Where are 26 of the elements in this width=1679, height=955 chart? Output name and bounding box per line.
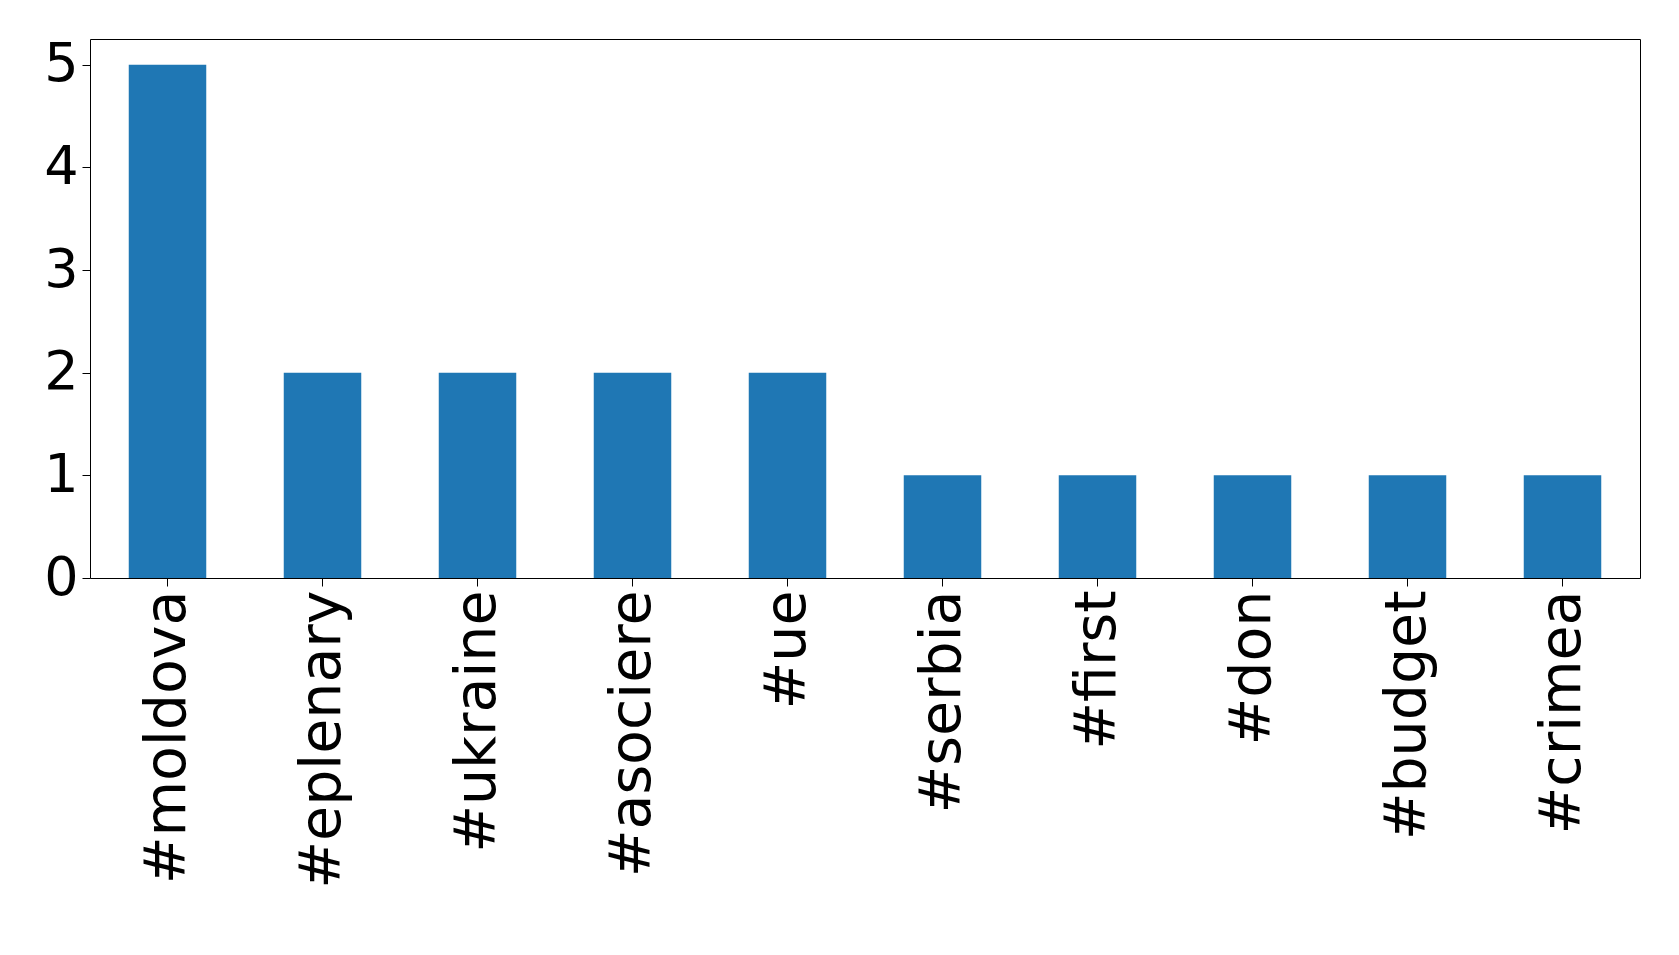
x-tick-label: #serbia: [906, 590, 973, 814]
x-tick-label: #eplenary: [286, 590, 353, 889]
x-tick-label: #asociere: [596, 590, 663, 878]
y-tick-label: 5: [44, 31, 79, 95]
bar: [1213, 475, 1292, 578]
y-tick-label: 0: [44, 544, 79, 608]
x-tick-label: #first: [1061, 590, 1128, 750]
bar: [1058, 475, 1137, 578]
x-tick-label: #budget: [1371, 590, 1438, 841]
bar: [903, 475, 982, 578]
y-tick-label: 3: [44, 236, 79, 300]
y-tick-label: 1: [44, 441, 79, 505]
bar: [283, 372, 362, 578]
bar: [438, 372, 517, 578]
x-tick-label: #moldova: [131, 590, 198, 885]
x-tick-label: #crimea: [1526, 590, 1593, 835]
bar: [748, 372, 827, 578]
y-tick-label: 4: [44, 133, 79, 197]
x-tick-label: #ukraine: [441, 590, 508, 853]
bar: [1523, 475, 1602, 578]
x-tick-label: #don: [1216, 590, 1283, 746]
bar: [1368, 475, 1447, 578]
y-tick-label: 2: [44, 339, 79, 403]
bar: [593, 372, 672, 578]
x-tick-label: #ue: [751, 590, 818, 710]
bar: [128, 64, 207, 578]
